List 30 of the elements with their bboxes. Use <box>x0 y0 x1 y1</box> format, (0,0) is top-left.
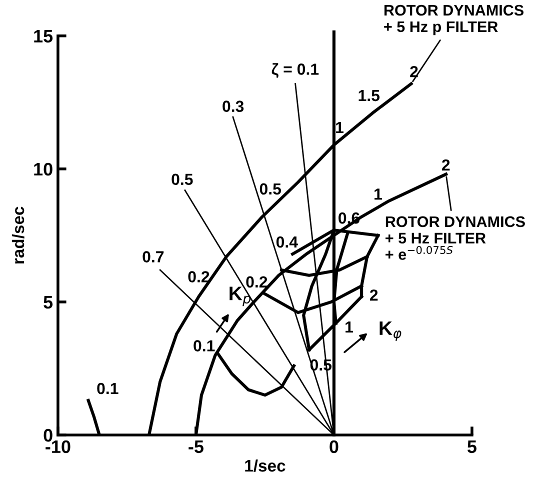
annotation: 1 <box>374 188 382 200</box>
annotation: K$_{φ}$ <box>380 321 402 341</box>
annotation: 0.5 <box>260 183 281 195</box>
annotation: 1 <box>336 122 344 133</box>
y-tick-label: 15 <box>34 30 53 43</box>
x-tick-label: -5 <box>188 440 204 454</box>
annotation: ROTOR DYNAMICS + 5 Hz FILTER + e$^{−0.075S}$ <box>386 216 525 260</box>
annotation: 0.2 <box>246 276 268 288</box>
annotation: 0.2 <box>188 271 210 282</box>
x-tick-label: 5 <box>467 440 476 454</box>
annotation: 0.7 <box>142 251 164 262</box>
annotation: ROTOR DYNAMICS + 5 Hz p FILTER <box>384 4 524 36</box>
annotation: 0.1 <box>97 382 118 394</box>
annotation: 2 <box>410 66 418 78</box>
x-tick-label: 0 <box>330 440 338 454</box>
y-tick-label: 10 <box>34 162 52 176</box>
y-tick-label: 0 <box>44 428 52 442</box>
annotation: 0.1 <box>194 340 215 352</box>
y-tick-label: 5 <box>44 296 53 309</box>
x-tick-label: -10 <box>46 440 70 454</box>
annotation: ζ = 0.1 <box>272 63 319 78</box>
annotation: 2 <box>370 289 378 301</box>
annotation: 0.5 <box>172 174 193 186</box>
annotation: 1.5 <box>358 90 380 102</box>
x-axis-title: 1/sec <box>245 459 286 472</box>
annotation: 1 <box>346 322 353 333</box>
annotation: 0.3 <box>222 100 244 112</box>
y-axis-title: rad/sec <box>12 206 24 264</box>
annotation: 2 <box>442 159 450 170</box>
annotation: 0.4 <box>276 236 298 248</box>
